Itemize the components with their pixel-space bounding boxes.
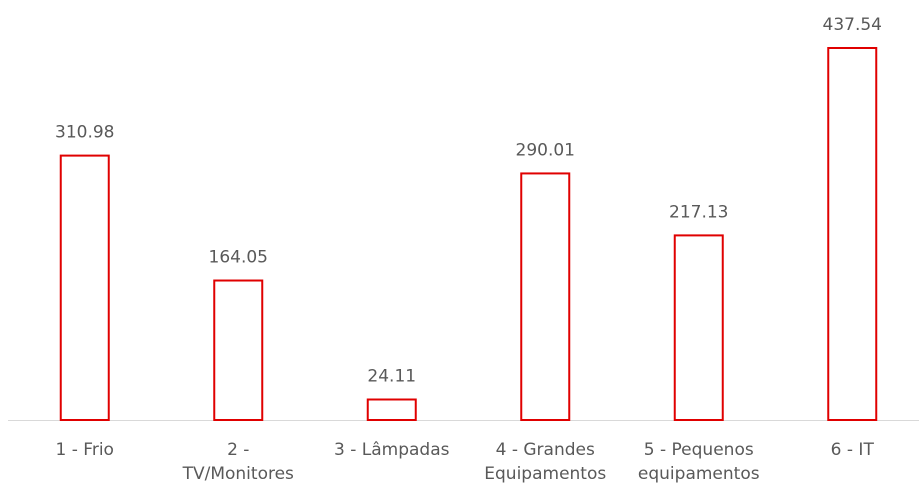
bar bbox=[366, 398, 417, 422]
data-label: 437.54 bbox=[823, 15, 882, 35]
bar bbox=[827, 47, 878, 421]
data-label: 290.01 bbox=[516, 140, 575, 160]
x-tick-label: 2 - TV/Monitores bbox=[182, 440, 294, 484]
x-tick-label: 5 - Pequenos equipamentos bbox=[637, 440, 760, 484]
bar bbox=[673, 234, 724, 421]
x-tick-label: 4 - Grandes Equipamentos bbox=[484, 440, 607, 484]
data-label: 217.13 bbox=[669, 202, 728, 222]
bar bbox=[520, 172, 571, 421]
data-label: 164.05 bbox=[209, 248, 268, 268]
bar bbox=[59, 154, 110, 421]
data-label: 24.11 bbox=[367, 367, 416, 387]
x-tick-label: 3 - Lâmpadas bbox=[334, 440, 450, 460]
x-tick-label: 6 - IT bbox=[830, 440, 874, 460]
data-label: 310.98 bbox=[55, 123, 114, 143]
bar bbox=[213, 279, 264, 421]
x-tick-label: 1 - Frio bbox=[55, 440, 114, 460]
